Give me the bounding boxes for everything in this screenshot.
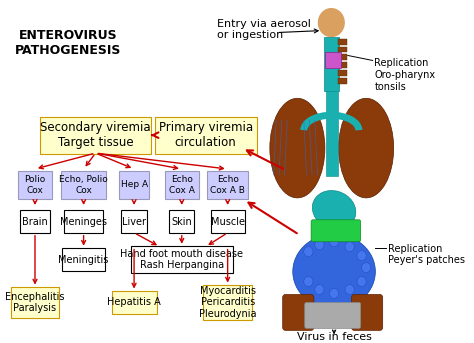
- FancyBboxPatch shape: [338, 62, 347, 68]
- FancyBboxPatch shape: [155, 117, 256, 154]
- FancyBboxPatch shape: [311, 220, 361, 242]
- Text: Echo, Polio
Cox: Echo, Polio Cox: [59, 175, 108, 194]
- Text: Polio
Cox: Polio Cox: [24, 175, 46, 194]
- FancyBboxPatch shape: [169, 210, 194, 233]
- Ellipse shape: [312, 191, 356, 229]
- Circle shape: [345, 242, 354, 252]
- FancyBboxPatch shape: [338, 47, 347, 52]
- Text: Hep A: Hep A: [120, 180, 147, 189]
- Text: Liver: Liver: [122, 217, 146, 227]
- FancyBboxPatch shape: [338, 70, 347, 76]
- FancyBboxPatch shape: [131, 246, 233, 273]
- Text: Meninges: Meninges: [60, 217, 107, 227]
- FancyBboxPatch shape: [111, 291, 156, 314]
- FancyBboxPatch shape: [11, 287, 59, 318]
- Text: Entry via aerosol
or ingestion: Entry via aerosol or ingestion: [217, 19, 310, 40]
- Circle shape: [357, 276, 366, 286]
- FancyBboxPatch shape: [62, 248, 105, 271]
- FancyBboxPatch shape: [326, 91, 338, 176]
- FancyBboxPatch shape: [352, 295, 383, 330]
- Text: Replication
Peyer's patches: Replication Peyer's patches: [388, 244, 465, 265]
- Text: Brain: Brain: [22, 217, 48, 227]
- Circle shape: [304, 276, 313, 286]
- Ellipse shape: [293, 234, 375, 309]
- FancyBboxPatch shape: [324, 37, 338, 91]
- FancyBboxPatch shape: [61, 170, 106, 199]
- Text: ENTEROVIRUS
PATHOGENESIS: ENTEROVIRUS PATHOGENESIS: [15, 28, 121, 57]
- FancyBboxPatch shape: [203, 285, 252, 320]
- Circle shape: [345, 285, 354, 295]
- Circle shape: [315, 285, 324, 295]
- FancyBboxPatch shape: [119, 170, 149, 199]
- FancyBboxPatch shape: [18, 170, 52, 199]
- Text: Meningitis: Meningitis: [58, 255, 109, 265]
- FancyBboxPatch shape: [20, 210, 50, 233]
- Ellipse shape: [338, 98, 394, 198]
- Text: Skin: Skin: [172, 217, 192, 227]
- Text: Hepatitis A: Hepatitis A: [107, 297, 161, 307]
- FancyBboxPatch shape: [210, 210, 245, 233]
- Circle shape: [329, 288, 338, 298]
- Text: Echo
Cox A: Echo Cox A: [169, 175, 195, 194]
- Circle shape: [304, 247, 313, 257]
- Circle shape: [357, 251, 366, 261]
- FancyBboxPatch shape: [325, 52, 341, 68]
- Circle shape: [329, 237, 338, 247]
- Text: Encephalitis
Paralysis: Encephalitis Paralysis: [5, 292, 65, 313]
- FancyBboxPatch shape: [165, 170, 199, 199]
- FancyBboxPatch shape: [338, 55, 347, 60]
- Text: Replication
Oro-pharynx
tonsils: Replication Oro-pharynx tonsils: [374, 58, 436, 92]
- FancyBboxPatch shape: [338, 38, 347, 45]
- FancyBboxPatch shape: [283, 295, 314, 330]
- Ellipse shape: [270, 98, 325, 198]
- Circle shape: [315, 240, 324, 250]
- Text: Myocarditis
Pericarditis
Pleurodynia: Myocarditis Pericarditis Pleurodynia: [199, 286, 256, 319]
- Text: Virus in feces: Virus in feces: [297, 332, 372, 342]
- Circle shape: [319, 9, 344, 37]
- FancyBboxPatch shape: [121, 210, 147, 233]
- Text: Primary viremia
circulation: Primary viremia circulation: [159, 121, 253, 149]
- FancyBboxPatch shape: [64, 210, 103, 233]
- FancyBboxPatch shape: [338, 79, 347, 84]
- Text: Secondary viremia
Target tissue: Secondary viremia Target tissue: [40, 121, 151, 149]
- Text: Echo
Cox A B: Echo Cox A B: [210, 175, 245, 194]
- Text: Hand foot mouth disease
Rash Herpangina: Hand foot mouth disease Rash Herpangina: [120, 249, 243, 270]
- FancyBboxPatch shape: [207, 170, 248, 199]
- FancyBboxPatch shape: [40, 117, 151, 154]
- Text: Muscle: Muscle: [210, 217, 245, 227]
- FancyBboxPatch shape: [305, 303, 361, 328]
- Circle shape: [362, 263, 371, 273]
